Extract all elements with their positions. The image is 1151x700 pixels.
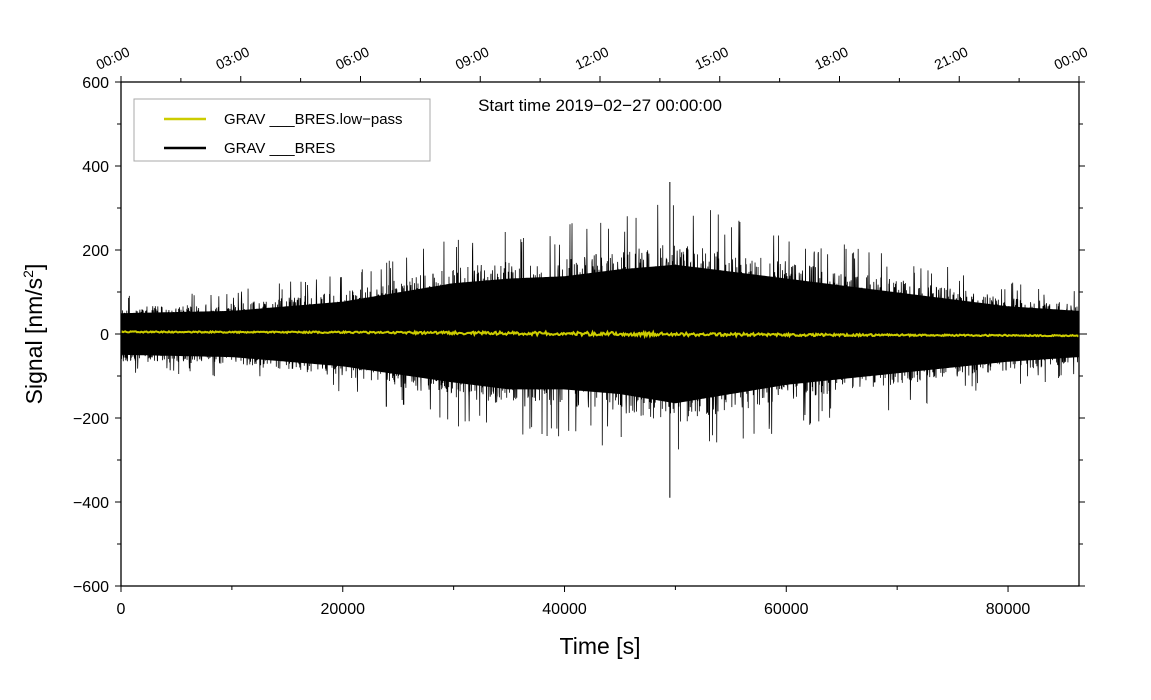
top-time-axis: 00:00 03:00 06:00 09:00 12:00 15:00 18:00 21:00… — [94, 43, 1091, 82]
top-tick-label: 00:00 — [1052, 43, 1091, 72]
top-tick-label: 18:00 — [812, 43, 851, 72]
y-tick-label: −200 — [73, 411, 109, 428]
top-tick-label: 09:00 — [453, 43, 492, 72]
top-tick-label: 12:00 — [573, 43, 612, 72]
y-tick-label: −400 — [73, 495, 109, 512]
legend-box — [133, 98, 431, 162]
y-tick-label: −600 — [73, 579, 109, 596]
y-axis-title-end: ] — [21, 264, 47, 270]
x-tick-label: 80000 — [986, 601, 1031, 618]
y-tick-label: 400 — [82, 159, 109, 176]
top-tick-label: 00:00 — [94, 43, 133, 72]
x-tick-label: 60000 — [764, 601, 809, 618]
y-axis-title: Signal [nm/s2] — [20, 264, 47, 405]
top-tick-label: 15:00 — [692, 43, 731, 72]
start-time-annotation: Start time 2019−02−27 00:00:00 — [478, 96, 722, 115]
top-tick-label: 06:00 — [333, 43, 372, 72]
x-axis-title: Time [s] — [560, 633, 641, 659]
y-axis: 600 400 200 0 −200 −400 −600 — [73, 75, 1085, 596]
x-tick-label: 20000 — [321, 601, 366, 618]
y-axis-title-main: Signal [nm/s — [21, 278, 47, 405]
legend-label-low-pass: GRAV ___BRES.low−pass — [224, 111, 403, 128]
x-axis: 0 20000 40000 60000 80000 — [117, 586, 1031, 618]
series-grav-bres-low-pass — [120, 329, 1080, 340]
legend: GRAV ___BRES.low−pass GRAV ___BRES — [133, 98, 431, 162]
x-tick-label: 40000 — [542, 601, 587, 618]
top-tick-label: 21:00 — [932, 43, 971, 72]
legend-label-raw: GRAV ___BRES — [224, 140, 335, 157]
y-tick-label: 0 — [100, 327, 109, 344]
trace-grav-bres-low-pass — [120, 329, 1080, 340]
y-tick-label: 600 — [82, 75, 109, 92]
y-tick-label: 200 — [82, 243, 109, 260]
y-axis-title-superscript: 2 — [20, 270, 36, 278]
top-tick-label: 03:00 — [213, 43, 252, 72]
x-tick-label: 0 — [117, 601, 126, 618]
